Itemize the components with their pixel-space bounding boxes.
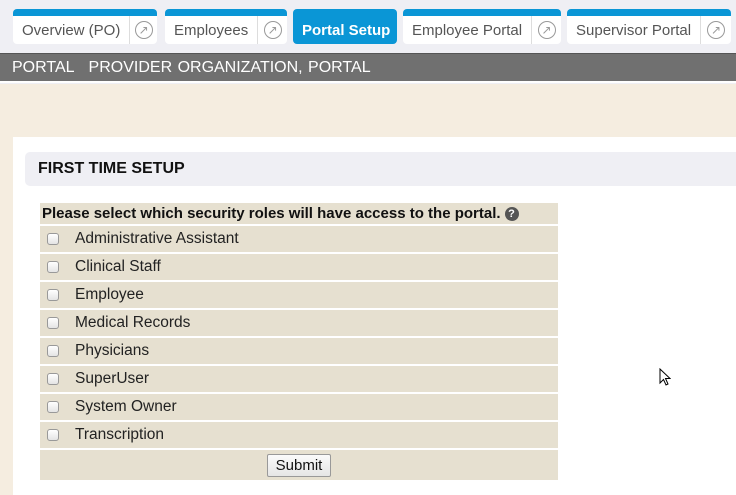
open-external-button[interactable]: ↗ xyxy=(257,16,287,44)
open-external-button[interactable]: ↗ xyxy=(700,16,731,44)
role-label: Transcription xyxy=(75,426,165,443)
breadcrumb-context: PROVIDER ORGANIZATION, PORTAL xyxy=(88,59,371,76)
tab-overview[interactable]: Overview (PO) ↗ xyxy=(13,9,157,44)
tab-label: Portal Setup xyxy=(302,21,391,39)
role-row[interactable]: Physicians xyxy=(40,338,558,364)
arrow-up-right-icon: ↗ xyxy=(707,21,726,39)
role-row[interactable]: Administrative Assistant xyxy=(40,226,558,252)
role-label: Medical Records xyxy=(75,314,191,331)
breadcrumb: PORTAL PROVIDER ORGANIZATION, PORTAL xyxy=(0,53,736,83)
breadcrumb-module: PORTAL xyxy=(12,59,75,76)
role-label: SuperUser xyxy=(75,370,150,387)
role-label: Physicians xyxy=(75,342,150,359)
open-external-button[interactable]: ↗ xyxy=(129,16,157,44)
role-checkbox[interactable] xyxy=(47,233,59,245)
arrow-up-right-icon: ↗ xyxy=(134,21,153,39)
tab-employees[interactable]: Employees ↗ xyxy=(165,9,287,44)
role-checkbox[interactable] xyxy=(47,289,59,301)
submit-button[interactable]: Submit xyxy=(266,453,332,477)
role-row[interactable]: Transcription xyxy=(40,422,558,448)
role-row[interactable]: Clinical Staff xyxy=(40,254,558,280)
roles-prompt: Please select which security roles will … xyxy=(42,205,501,222)
role-label: Clinical Staff xyxy=(75,258,161,275)
submit-row: Submit xyxy=(40,450,558,480)
role-checkbox[interactable] xyxy=(47,345,59,357)
role-label: Administrative Assistant xyxy=(75,230,239,247)
role-row[interactable]: Medical Records xyxy=(40,310,558,336)
role-row[interactable]: SuperUser xyxy=(40,366,558,392)
role-row[interactable]: System Owner xyxy=(40,394,558,420)
role-checkbox[interactable] xyxy=(47,401,59,413)
role-row[interactable]: Employee xyxy=(40,282,558,308)
role-label: Employee xyxy=(75,286,144,303)
tab-bar: Overview (PO) ↗ Employees ↗ Portal Setup… xyxy=(0,9,736,45)
tab-employee-portal[interactable]: Employee Portal ↗ xyxy=(403,9,561,44)
role-label: System Owner xyxy=(75,398,177,415)
role-checkbox[interactable] xyxy=(47,261,59,273)
role-checkbox[interactable] xyxy=(47,429,59,441)
tab-label: Employees xyxy=(174,21,249,39)
arrow-up-right-icon: ↗ xyxy=(263,21,282,39)
role-checkbox[interactable] xyxy=(47,317,59,329)
section-title: FIRST TIME SETUP xyxy=(25,152,736,186)
tab-supervisor-portal[interactable]: Supervisor Portal ↗ xyxy=(567,9,731,44)
roles-table: Please select which security roles will … xyxy=(40,203,558,480)
roles-header: Please select which security roles will … xyxy=(40,203,558,224)
tab-portal-setup[interactable]: Portal Setup xyxy=(293,9,397,44)
mouse-cursor-icon xyxy=(659,368,671,386)
role-checkbox[interactable] xyxy=(47,373,59,385)
tab-label: Overview (PO) xyxy=(22,21,121,39)
arrow-up-right-icon: ↗ xyxy=(537,21,556,39)
tab-label: Supervisor Portal xyxy=(576,21,692,39)
open-external-button[interactable]: ↗ xyxy=(531,16,561,44)
tab-label: Employee Portal xyxy=(412,21,523,39)
question-circle-icon[interactable]: ? xyxy=(504,206,519,221)
